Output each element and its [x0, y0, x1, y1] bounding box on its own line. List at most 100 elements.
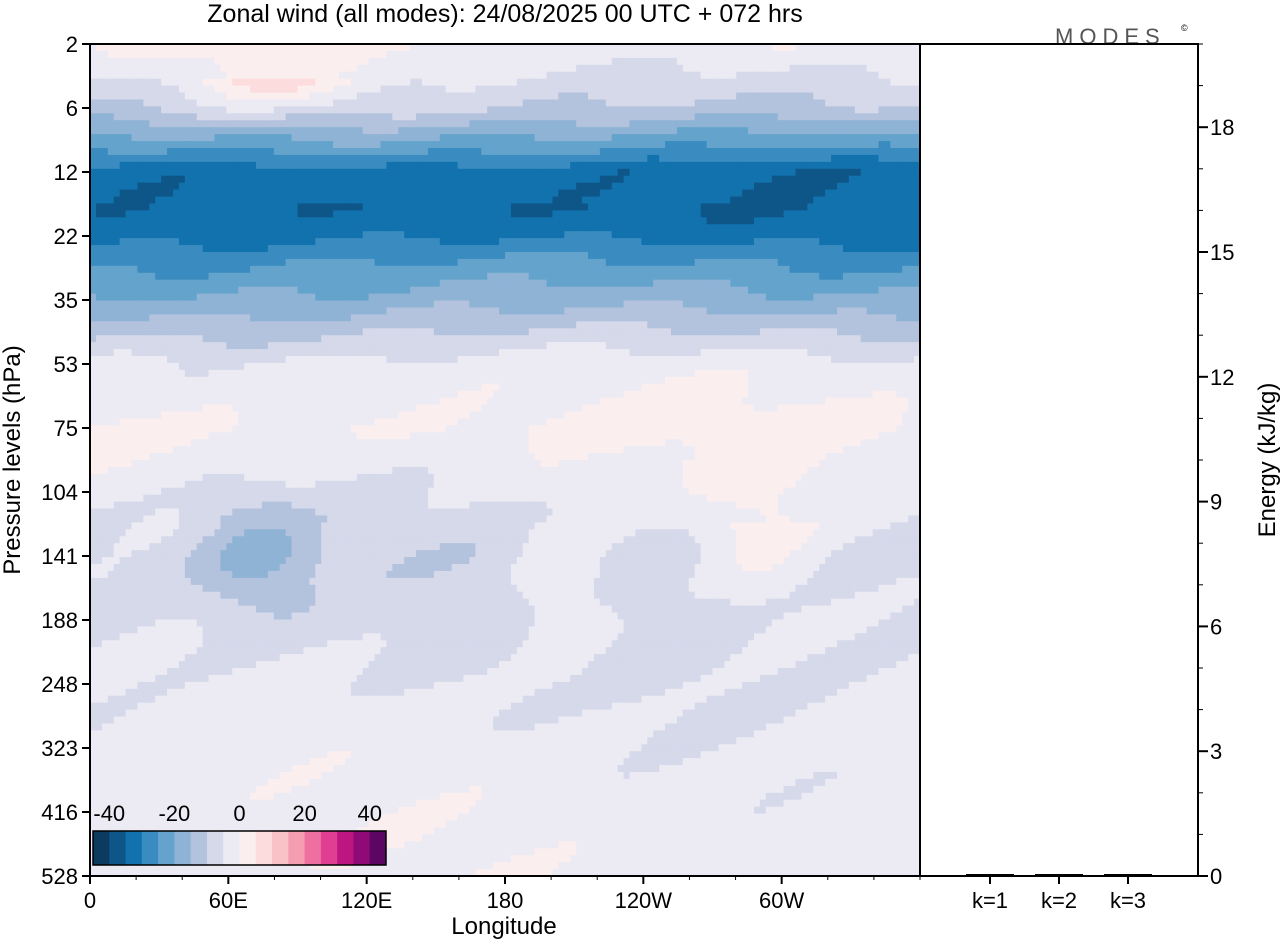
- heatmap-cell: [505, 245, 512, 253]
- heatmap-cell: [101, 245, 109, 253]
- heatmap-cell: [95, 161, 103, 170]
- heatmap-cell: [659, 182, 666, 191]
- heatmap-cell: [647, 78, 654, 87]
- heatmap-cell: [831, 148, 838, 156]
- heatmap-cell: [617, 44, 625, 52]
- heatmap-cell: [712, 78, 720, 87]
- heatmap-cell: [777, 113, 785, 121]
- heatmap-cell: [350, 154, 358, 163]
- heatmap-cell: [842, 127, 850, 135]
- heatmap-cell: [516, 286, 524, 295]
- heatmap-cell: [279, 148, 287, 156]
- heatmap-cell: [564, 148, 571, 156]
- heatmap-cell: [137, 154, 144, 163]
- heatmap-cell: [315, 161, 322, 170]
- heatmap-cell: [599, 272, 607, 281]
- heatmap-cell: [161, 57, 168, 66]
- heatmap-cell: [374, 113, 382, 121]
- heatmap-cell: [730, 44, 737, 52]
- heatmap-cell: [890, 252, 897, 260]
- heatmap-cell: [884, 57, 891, 66]
- heatmap-cell: [837, 175, 844, 184]
- heatmap-cell: [273, 168, 281, 177]
- heatmap-cell: [599, 238, 607, 246]
- heatmap-cell: [866, 148, 874, 156]
- heatmap-cell: [848, 258, 856, 267]
- heatmap-cell: [582, 92, 589, 101]
- heatmap-cell: [196, 175, 204, 184]
- heatmap-cell: [564, 57, 571, 66]
- heatmap-cell: [178, 258, 186, 267]
- heatmap-cell: [327, 141, 334, 149]
- heatmap-cell: [493, 50, 500, 59]
- heatmap-cell: [593, 78, 601, 87]
- heatmap-cell: [759, 99, 767, 107]
- heatmap-cell: [825, 196, 832, 205]
- heatmap-cell: [463, 57, 471, 66]
- heatmap-cell: [659, 64, 666, 73]
- heatmap-cell: [226, 265, 233, 274]
- heatmap-cell: [143, 50, 150, 59]
- heatmap-cell: [356, 92, 364, 101]
- heatmap-cell: [730, 245, 737, 253]
- heatmap-cell: [712, 120, 720, 128]
- heatmap-cell: [813, 99, 820, 107]
- heatmap-cell: [789, 189, 797, 198]
- heatmap-cell: [813, 127, 820, 135]
- heatmap-cell: [410, 141, 417, 149]
- heatmap-cell: [131, 272, 139, 281]
- heatmap-cell: [463, 231, 471, 239]
- heatmap-cell: [101, 148, 109, 156]
- heatmap-cell: [410, 279, 417, 288]
- heatmap-cell: [422, 99, 429, 107]
- heatmap-cell: [878, 57, 886, 66]
- heatmap-cell: [872, 189, 880, 198]
- heatmap-cell: [588, 231, 595, 239]
- heatmap-cell: [724, 272, 731, 281]
- heatmap-cell: [256, 57, 263, 66]
- heatmap-cell: [522, 154, 530, 163]
- heatmap-cell: [854, 224, 862, 232]
- heatmap-cell: [433, 231, 441, 239]
- heatmap-cell: [344, 168, 352, 177]
- heatmap-cell: [451, 189, 459, 198]
- heatmap-cell: [131, 92, 139, 101]
- heatmap-cell: [469, 272, 476, 281]
- heatmap-cell: [297, 189, 305, 198]
- heatmap-cell: [404, 252, 411, 260]
- heatmap-cell: [173, 120, 180, 128]
- heatmap-cell: [588, 134, 595, 142]
- heatmap-cell: [552, 57, 559, 66]
- heatmap-cell: [801, 217, 808, 225]
- heatmap-cell: [878, 134, 886, 142]
- heatmap-cell: [250, 113, 257, 121]
- heatmap-cell: [505, 78, 512, 87]
- heatmap-cell: [558, 265, 565, 274]
- heatmap-cell: [149, 231, 156, 239]
- heatmap-cell: [706, 252, 714, 260]
- heatmap-cell: [481, 57, 488, 66]
- heatmap-cell: [167, 168, 174, 177]
- heatmap-cell: [831, 224, 838, 232]
- heatmap-cell: [149, 113, 156, 121]
- heatmap-cell: [309, 85, 316, 94]
- heatmap-cell: [730, 203, 737, 211]
- heatmap-cell: [914, 71, 920, 80]
- heatmap-cell: [712, 238, 720, 246]
- heatmap-cell: [718, 182, 725, 191]
- heatmap-cell: [90, 92, 97, 101]
- heatmap-cell: [653, 231, 660, 239]
- heatmap-cell: [724, 161, 731, 170]
- heatmap-cell: [167, 238, 174, 246]
- heatmap-cell: [161, 245, 168, 253]
- heatmap-cell: [309, 161, 316, 170]
- heatmap-cell: [303, 258, 310, 267]
- heatmap-cell: [469, 78, 476, 87]
- heatmap-cell: [184, 141, 192, 149]
- heatmap-cell: [487, 141, 494, 149]
- heatmap-cell: [350, 127, 358, 135]
- heatmap-cell: [700, 127, 708, 135]
- heatmap-cell: [327, 78, 334, 87]
- heatmap-cell: [101, 57, 109, 66]
- heatmap-cell: [327, 113, 334, 121]
